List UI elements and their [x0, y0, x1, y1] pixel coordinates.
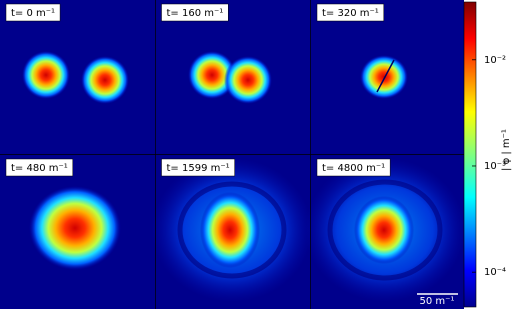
panel-label-box — [5, 3, 61, 22]
panels: 50 m⁻¹ — [0, 0, 464, 309]
scale-bar-label: 50 m⁻¹ — [420, 296, 455, 307]
colorbar-label: | φ | m⁻¹ — [501, 129, 512, 171]
tick-label: 10⁻³ — [484, 161, 506, 172]
tick-label: 10⁻⁴ — [484, 267, 506, 278]
soliton — [81, 56, 129, 104]
soliton — [29, 186, 121, 270]
soliton — [224, 56, 272, 104]
panel-label-box — [316, 3, 385, 22]
node-line — [376, 59, 395, 93]
panel-label: t= 160 m⁻¹ — [167, 8, 224, 19]
tick-label: 10⁻² — [484, 55, 506, 66]
soliton — [22, 51, 70, 99]
ring — [177, 181, 287, 279]
panel-label: t= 0 m⁻¹ — [11, 8, 55, 19]
colorbar — [463, 1, 477, 308]
panel-label-box — [161, 3, 229, 22]
soliton — [188, 51, 236, 99]
panel-label: t= 320 m⁻¹ — [322, 8, 379, 19]
soliton — [200, 192, 260, 268]
panel-label: t= 4800 m⁻¹ — [322, 163, 385, 174]
soliton — [354, 196, 414, 264]
panel-label: t= 480 m⁻¹ — [11, 163, 68, 174]
panel-label-box — [5, 158, 74, 177]
ring — [327, 179, 443, 281]
soliton — [360, 55, 408, 99]
panel-label: t= 1599 m⁻¹ — [167, 163, 230, 174]
panel-label-box — [316, 158, 391, 177]
panel-label-box — [161, 158, 235, 177]
